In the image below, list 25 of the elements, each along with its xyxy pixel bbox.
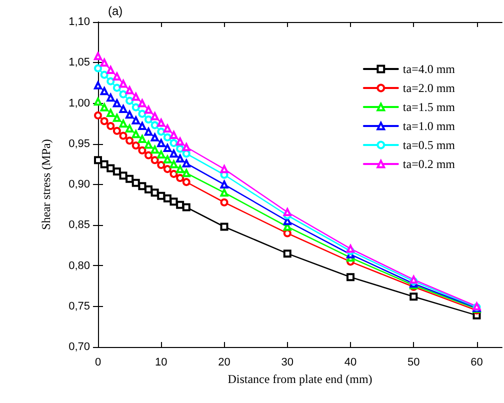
y-tick-label: 1,05	[68, 56, 90, 69]
y-axis-title: Shear stress (MPa)	[39, 139, 53, 230]
x-tick-label: 40	[344, 356, 357, 368]
x-tick-label: 20	[218, 356, 230, 368]
x-tick-label: 60	[470, 356, 483, 368]
legend-label: ta=1.0 mm	[402, 119, 456, 133]
y-tick-label: 0,85	[68, 219, 90, 232]
y-tick-label: 1,00	[68, 97, 90, 110]
y-tick-label: 0,90	[68, 178, 90, 190]
x-tick-label: 10	[155, 356, 168, 368]
x-axis-title: Distance from plate end (mm)	[228, 372, 372, 386]
y-tick-label: 0,80	[68, 260, 90, 272]
x-tick-label: 0	[94, 356, 102, 368]
x-tick-label: 50	[408, 356, 420, 368]
legend-label: ta=4.0 mm	[402, 62, 456, 76]
legend-label: ta=1.5 mm	[402, 100, 456, 114]
x-tick-label: 30	[281, 356, 294, 368]
y-tick-label: 0,75	[68, 300, 90, 312]
legend-label: ta=0.2 mm	[402, 157, 456, 171]
y-tick-label: 1,10	[68, 16, 90, 28]
chart-title: (a)	[108, 4, 123, 18]
y-tick-label: 0,95	[68, 138, 90, 150]
y-tick-label: 0,70	[68, 341, 90, 353]
legend-label: ta=0.5 mm	[402, 138, 456, 152]
legend-label: ta=2.0 mm	[402, 81, 456, 95]
